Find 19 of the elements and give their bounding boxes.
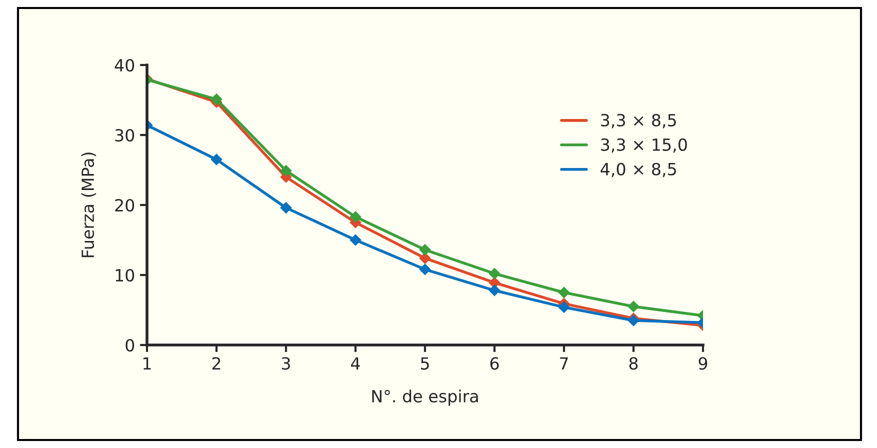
x-tick-label: 1 — [144, 357, 151, 370]
y-tick-label: 0 — [126, 338, 134, 352]
x-axis-title: N°. de espira — [372, 390, 478, 406]
y-tick-label: 40 — [114, 58, 134, 72]
x-tick-label: 5 — [420, 357, 429, 370]
x-tick-label: 4 — [351, 357, 360, 370]
y-axis-title: Fuerza (MPa) — [81, 152, 96, 258]
x-tick-label: 8 — [629, 357, 638, 370]
x-tick-label: 2 — [212, 357, 220, 370]
y-tick-label: 20 — [115, 198, 134, 212]
y-tick-label: 10 — [116, 268, 134, 282]
legend-label: 3,3 × 8,5 — [601, 114, 676, 128]
legend-label: 3,3 × 15,0 — [601, 138, 687, 153]
x-tick-label: 3 — [282, 357, 290, 370]
legend-label: 4,0 × 8,5 — [600, 162, 676, 178]
x-tick-label: 7 — [560, 357, 568, 370]
y-tick-label: 30 — [115, 128, 134, 142]
x-tick-label: 9 — [698, 357, 708, 370]
x-tick-label: 6 — [490, 357, 499, 370]
